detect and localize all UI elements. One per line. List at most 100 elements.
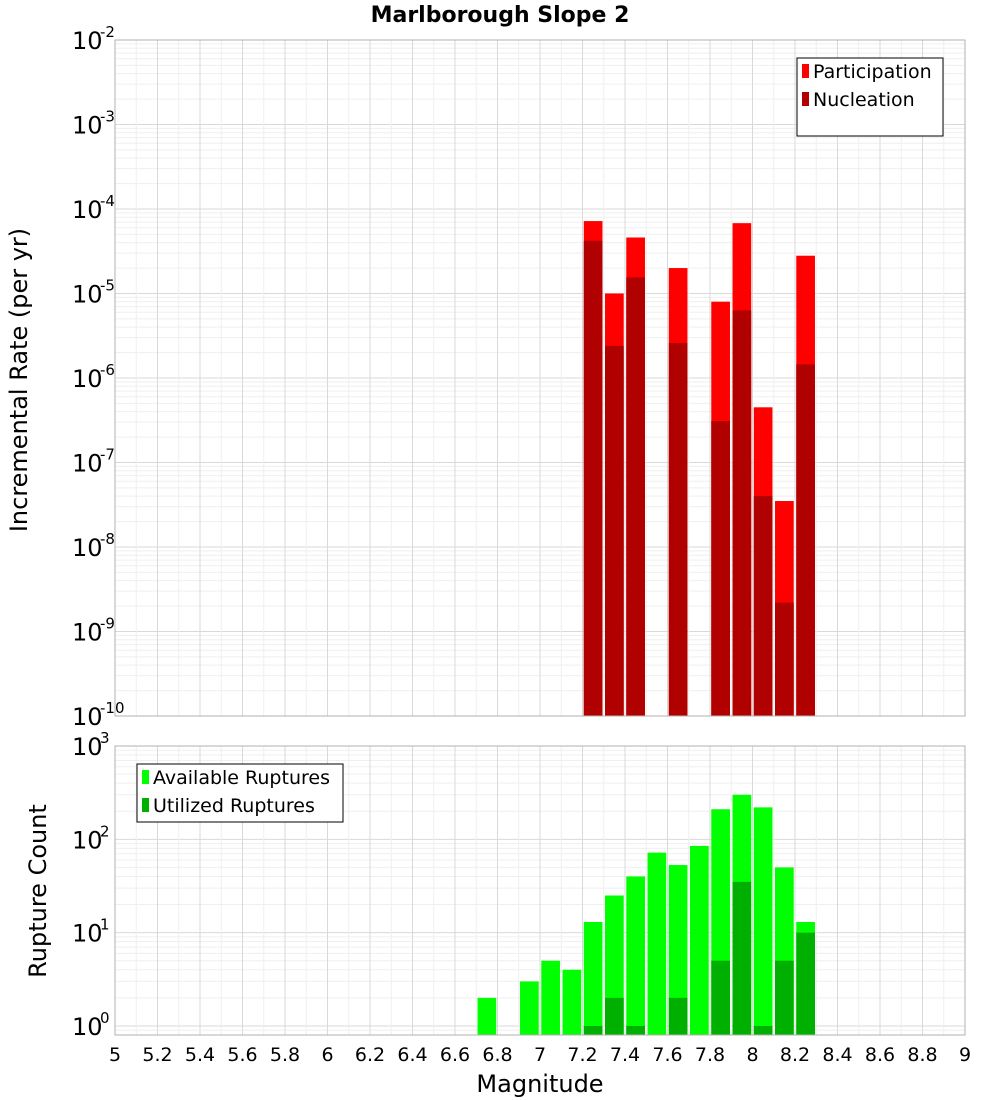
bar-available-ruptures-7_15 bbox=[562, 969, 582, 1035]
y-tick-exponent: -3 bbox=[100, 108, 115, 126]
top-y-axis-label: Incremental Rate (per yr) bbox=[5, 228, 33, 532]
y-tick-label: 10 bbox=[72, 920, 103, 948]
x-tick-label: 5.2 bbox=[142, 1044, 172, 1066]
y-tick-label: 10 bbox=[72, 27, 103, 55]
x-tick-label: 8.2 bbox=[780, 1044, 810, 1066]
x-tick-label: 5.8 bbox=[270, 1044, 300, 1066]
x-tick-label: 8.4 bbox=[822, 1044, 852, 1066]
bar-nucleation-8_15 bbox=[775, 602, 794, 716]
x-tick-label: 9 bbox=[959, 1044, 971, 1066]
legend-swatch-utilized-ruptures bbox=[142, 798, 149, 812]
y-tick-label: 10 bbox=[72, 534, 103, 562]
y-tick-label: 10 bbox=[72, 281, 103, 309]
count-bars bbox=[477, 794, 815, 1035]
x-tick-label: 6.4 bbox=[397, 1044, 427, 1066]
y-tick-label: 10 bbox=[72, 703, 103, 731]
y-tick-exponent: 1 bbox=[100, 916, 110, 934]
bottom-y-axis-label: Rupture Count bbox=[24, 804, 52, 978]
legend-label-nucleation: Nucleation bbox=[813, 89, 915, 111]
bar-utilized-ruptures-7_45 bbox=[626, 1025, 645, 1035]
legend-label-utilized-ruptures: Utilized Ruptures bbox=[153, 795, 315, 817]
x-tick-label: 7.4 bbox=[610, 1044, 640, 1066]
bar-available-ruptures-6_95 bbox=[520, 981, 539, 1035]
x-tick-label: 6.2 bbox=[355, 1044, 385, 1066]
chart-title: Marlborough Slope 2 bbox=[371, 3, 630, 28]
legend-swatch-available-ruptures bbox=[142, 770, 149, 784]
bar-utilized-ruptures-8_15 bbox=[775, 960, 794, 1035]
gridlines bbox=[114, 39, 966, 717]
bar-utilized-ruptures-8_25 bbox=[796, 932, 815, 1035]
bar-nucleation-7_25 bbox=[583, 240, 603, 716]
bar-utilized-ruptures-7_25 bbox=[583, 1025, 603, 1035]
gridlines bbox=[114, 745, 966, 1036]
x-tick-label: 7.8 bbox=[695, 1044, 725, 1066]
bar-utilized-ruptures-7_95 bbox=[732, 881, 752, 1035]
bar-available-ruptures-7_55 bbox=[647, 852, 667, 1035]
y-tick-label: 10 bbox=[72, 619, 103, 647]
bar-utilized-ruptures-7_65 bbox=[668, 997, 688, 1035]
y-tick-label: 10 bbox=[72, 1013, 103, 1041]
bar-nucleation-8_05 bbox=[753, 496, 773, 716]
rate-bars bbox=[583, 221, 815, 717]
y-tick-exponent: -6 bbox=[100, 361, 115, 379]
bar-utilized-ruptures-7_35 bbox=[605, 997, 624, 1035]
y-tick-label: 10 bbox=[72, 365, 103, 393]
bar-utilized-ruptures-8_05 bbox=[753, 1025, 773, 1035]
legend-box bbox=[796, 57, 944, 137]
bar-available-ruptures-6_75 bbox=[477, 997, 497, 1035]
bar-nucleation-7_35 bbox=[605, 345, 624, 716]
bar-utilized-ruptures-7_85 bbox=[711, 960, 730, 1035]
bar-available-ruptures-7_25 bbox=[583, 922, 603, 1035]
x-tick-label: 8 bbox=[746, 1044, 758, 1066]
y-tick-label: 10 bbox=[72, 826, 103, 854]
x-tick-label: 8.6 bbox=[865, 1044, 895, 1066]
y-tick-exponent: 2 bbox=[100, 822, 110, 840]
y-tick-exponent: -9 bbox=[100, 615, 115, 633]
y-tick-exponent: 0 bbox=[100, 1009, 110, 1027]
y-tick-exponent: -2 bbox=[100, 23, 115, 41]
y-tick-exponent: -5 bbox=[100, 277, 115, 295]
bar-nucleation-7_65 bbox=[668, 342, 688, 716]
bar-nucleation-7_85 bbox=[711, 420, 730, 716]
y-tick-exponent: -7 bbox=[100, 446, 115, 464]
count-legend: Available Ruptures Utilized Ruptures bbox=[136, 763, 344, 823]
bar-available-ruptures-8_05 bbox=[753, 807, 773, 1035]
legend-swatch-participation bbox=[802, 64, 809, 78]
bar-available-ruptures-7_05 bbox=[541, 960, 560, 1035]
legend-swatch-nucleation bbox=[802, 92, 809, 106]
x-tick-label: 8.8 bbox=[907, 1044, 937, 1066]
bar-available-ruptures-7_45 bbox=[626, 876, 645, 1035]
top-plot-area: 10-1010-910-810-710-610-510-410-310-2Par… bbox=[72, 23, 966, 731]
y-tick-label: 10 bbox=[72, 450, 103, 478]
rate-legend: Participation Nucleation bbox=[796, 57, 944, 137]
x-tick-label: 7 bbox=[534, 1044, 546, 1066]
bar-available-ruptures-7_65 bbox=[668, 865, 688, 1035]
y-tick-exponent: -8 bbox=[100, 530, 115, 548]
x-tick-label: 5.6 bbox=[227, 1044, 257, 1066]
legend-box bbox=[136, 763, 344, 823]
y-tick-label: 10 bbox=[72, 112, 103, 140]
plot-frame bbox=[114, 745, 966, 1036]
x-tick-labels: 5 5.2 5.4 5.6 5.8 6 6.2 6.4 6.6 6.8 7 7.2 7.4 7.6 7.8 8… bbox=[109, 1044, 971, 1066]
x-tick-label: 7.6 bbox=[652, 1044, 682, 1066]
x-tick-label: 6.8 bbox=[482, 1044, 512, 1066]
bar-available-ruptures-7_75 bbox=[690, 845, 709, 1035]
plot-frame bbox=[114, 39, 966, 717]
bar-nucleation-7_45 bbox=[626, 277, 645, 716]
y-tick-exponent: -4 bbox=[100, 192, 115, 210]
y-tick-exponent: -10 bbox=[100, 699, 125, 717]
x-axis-label: Magnitude bbox=[476, 1070, 603, 1098]
legend-label-participation: Participation bbox=[813, 61, 932, 83]
bar-nucleation-7_95 bbox=[732, 310, 752, 716]
y-tick-label: 10 bbox=[72, 196, 103, 224]
bar-nucleation-8_25 bbox=[796, 364, 815, 716]
y-tick-exponent: 3 bbox=[100, 729, 110, 747]
legend-label-available-ruptures: Available Ruptures bbox=[153, 767, 330, 789]
x-tick-label: 6 bbox=[321, 1044, 333, 1066]
